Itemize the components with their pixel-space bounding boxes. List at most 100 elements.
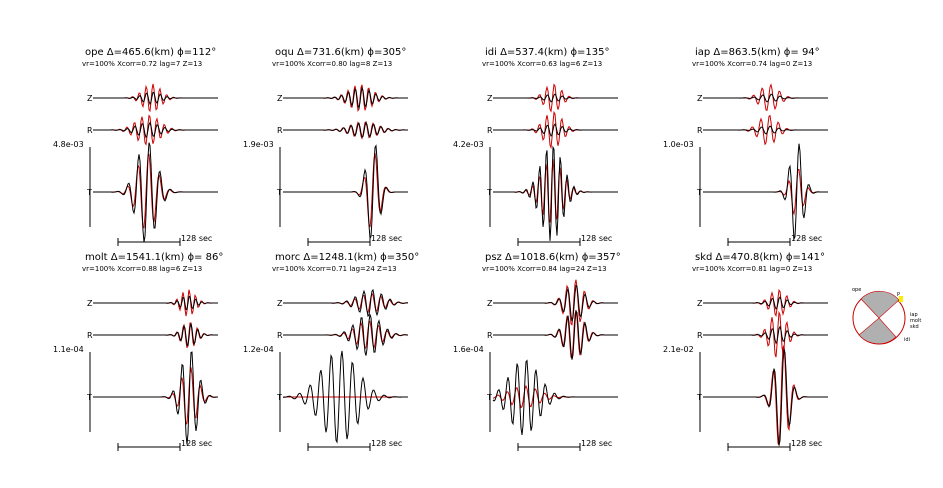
station-title: iap Δ=863.5(km) ϕ= 94°	[695, 47, 820, 58]
data-trace	[493, 145, 618, 241]
data-trace	[93, 323, 218, 347]
data-trace	[493, 284, 618, 322]
component-label: Z	[697, 299, 703, 308]
data-trace	[703, 93, 828, 103]
data-trace	[492, 359, 618, 435]
station-title: molt Δ=1541.1(km) ϕ= 86°	[85, 252, 223, 263]
station-title: idi Δ=537.4(km) ϕ=135°	[485, 47, 610, 58]
mech-label-ope: ope	[852, 287, 861, 293]
data-trace	[703, 325, 828, 345]
component-label: T	[86, 393, 92, 402]
component-label: Z	[277, 94, 283, 103]
component-label: R	[87, 331, 93, 340]
component-label: R	[697, 331, 703, 340]
amplitude-label: 4.8e-03	[53, 140, 84, 149]
data-trace	[493, 93, 618, 103]
component-label: Z	[487, 299, 493, 308]
synthetic-trace	[93, 367, 218, 426]
amplitude-label: 1.6e-04	[453, 345, 484, 354]
mech-label-idi: idi	[904, 337, 910, 343]
station-title: psz Δ=1018.6(km) ϕ=357°	[485, 252, 621, 263]
station-panel: psz Δ=1018.6(km) ϕ=357° vr=100% Xcorr=0.8…	[453, 252, 621, 451]
synthetic-trace	[703, 345, 828, 447]
station-title: ope Δ=465.6(km) ϕ=112°	[85, 47, 216, 58]
station-panel: ope Δ=465.6(km) ϕ=112° vr=100% Xcorr=0.72…	[53, 47, 218, 246]
station-panel: oqu Δ=731.6(km) ϕ=305° vr=100% Xcorr=0.80…	[243, 47, 408, 246]
time-scale-label: 128 sec	[581, 439, 612, 448]
component-label: T	[696, 188, 702, 197]
data-trace	[93, 351, 218, 445]
station-title: morc Δ=1248.1(km) ϕ=350°	[275, 252, 419, 263]
data-trace	[703, 348, 828, 446]
focal-mechanism: ope iap molt skd idi P	[852, 287, 921, 345]
data-trace	[283, 350, 408, 444]
station-fit-info: vr=100% Xcorr=0.74 lag=0 Z=13	[692, 60, 812, 68]
mech-label-p: P	[897, 292, 900, 298]
data-trace	[703, 296, 828, 310]
component-label: Z	[87, 299, 93, 308]
data-trace	[93, 142, 218, 243]
beachball-compression-quadrant-2	[858, 317, 897, 345]
component-label: T	[276, 188, 282, 197]
data-trace	[93, 121, 218, 139]
data-trace	[283, 86, 408, 110]
component-label: Z	[87, 94, 93, 103]
time-scale-label: 128 sec	[581, 234, 612, 243]
station-fit-info: vr=100% Xcorr=0.81 lag=0 Z=13	[692, 265, 812, 273]
data-trace	[703, 125, 828, 135]
mech-label-molt: molt	[910, 318, 921, 324]
station-panel: molt Δ=1541.1(km) ϕ= 86° vr=100% Xcorr=0.…	[53, 252, 223, 451]
component-label: R	[487, 331, 493, 340]
data-trace	[93, 91, 218, 106]
component-label: Z	[277, 299, 283, 308]
data-trace	[283, 144, 408, 240]
data-trace	[283, 121, 408, 138]
station-fit-info: vr=100% Xcorr=0.71 lag=24 Z=13	[272, 265, 397, 273]
station-panels: ope Δ=465.6(km) ϕ=112° vr=100% Xcorr=0.72…	[53, 47, 828, 451]
data-trace	[493, 309, 618, 360]
component-label: T	[486, 393, 492, 402]
synthetic-trace	[283, 152, 408, 228]
component-label: Z	[697, 94, 703, 103]
mech-label-skd: skd	[910, 324, 919, 330]
component-label: T	[486, 188, 492, 197]
time-scale-label: 128 sec	[181, 234, 212, 243]
p-axis-marker	[899, 296, 903, 302]
station-fit-info: vr=100% Xcorr=0.72 lag=7 Z=13	[82, 60, 202, 68]
synthetic-trace	[493, 279, 618, 326]
station-fit-info: vr=100% Xcorr=0.84 lag=24 Z=13	[482, 265, 607, 273]
data-trace	[703, 143, 828, 241]
component-label: T	[696, 393, 702, 402]
station-fit-info: vr=100% Xcorr=0.88 lag=6 Z=13	[82, 265, 202, 273]
time-scale-label: 128 sec	[791, 234, 822, 243]
amplitude-label: 1.1e-04	[53, 345, 84, 354]
station-title: skd Δ=470.8(km) ϕ=141°	[695, 252, 825, 263]
component-label: R	[697, 126, 703, 135]
data-trace	[493, 123, 618, 137]
station-fit-info: vr=100% Xcorr=0.80 lag=8 Z=13	[272, 60, 392, 68]
data-trace	[283, 288, 409, 318]
amplitude-label: 1.2e-04	[243, 345, 274, 354]
beachball-compression-quadrant-1	[860, 290, 900, 319]
time-scale-label: 128 sec	[181, 439, 212, 448]
time-scale-label: 128 sec	[791, 439, 822, 448]
data-trace	[93, 295, 218, 311]
synthetic-trace	[493, 309, 618, 360]
component-label: R	[277, 331, 283, 340]
station-panel: skd Δ=470.8(km) ϕ=141° vr=100% Xcorr=0.81…	[663, 252, 828, 451]
amplitude-label: 2.1e-02	[663, 345, 694, 354]
station-panel: iap Δ=863.5(km) ϕ= 94° vr=100% Xcorr=0.74…	[663, 47, 828, 246]
station-panel: morc Δ=1248.1(km) ϕ=350° vr=100% Xcorr=0.…	[243, 252, 419, 451]
data-trace	[283, 314, 408, 356]
station-panel: idi Δ=537.4(km) ϕ=135° vr=100% Xcorr=0.63…	[453, 47, 618, 246]
amplitude-label: 1.0e-03	[663, 140, 694, 149]
component-label: R	[87, 126, 93, 135]
time-scale-label: 128 sec	[371, 439, 402, 448]
mech-label-iap: iap	[910, 312, 918, 318]
station-fit-info: vr=100% Xcorr=0.63 lag=6 Z=13	[482, 60, 602, 68]
component-label: R	[487, 126, 493, 135]
component-label: R	[277, 126, 283, 135]
station-title: oqu Δ=731.6(km) ϕ=305°	[275, 47, 406, 58]
amplitude-label: 1.9e-03	[243, 140, 274, 149]
